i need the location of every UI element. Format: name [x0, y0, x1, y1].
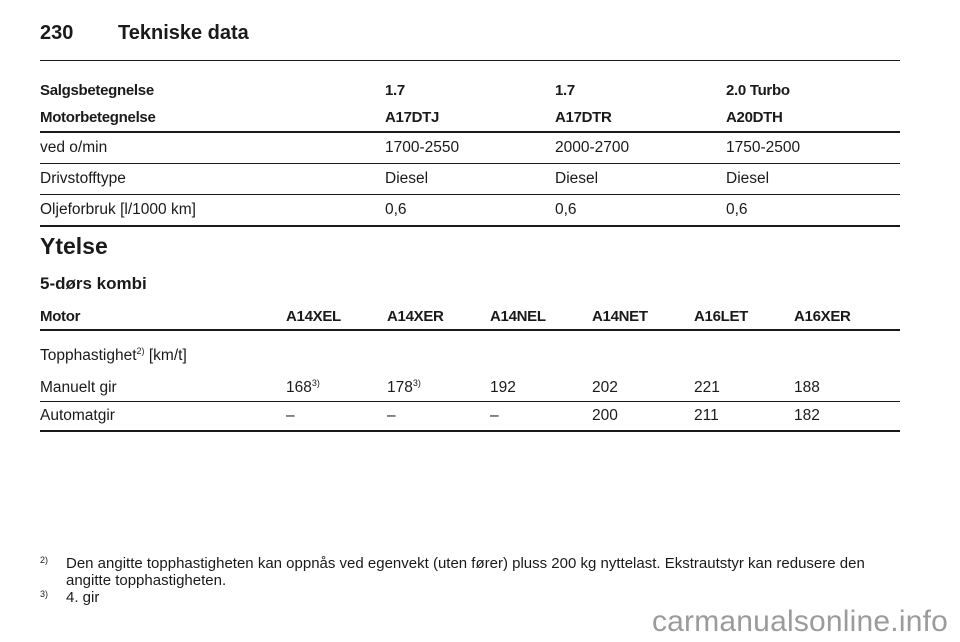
engine-spec-table: Salgsbetegnelse 1.7 1.7 2.0 Turbo Motorb… — [40, 77, 900, 227]
page-title: Tekniske data — [118, 22, 249, 44]
header-cell: 1.7 — [555, 81, 575, 99]
table-row: Manuelt gir 1683) 1783) 192 202 221 188 — [40, 367, 900, 402]
table-header-row: Salgsbetegnelse 1.7 1.7 2.0 Turbo — [40, 77, 900, 103]
table-cell: 211 — [694, 401, 794, 432]
table-cell: Diesel — [726, 163, 900, 195]
table-cell: 1683) — [286, 367, 387, 402]
table-cell: ved o/min — [40, 132, 385, 164]
table-row: Oljeforbruk [l/1000 km] 0,6 0,6 0,6 — [40, 194, 900, 227]
row-label: Topphastighet2) [km/t] — [40, 330, 900, 367]
header-cell: 2.0 Turbo — [726, 81, 790, 99]
table-row: Automatgir – – – 200 211 182 — [40, 401, 900, 432]
performance-table: Motor A14XEL A14XER A14NEL A14NET A16LET… — [40, 303, 900, 432]
header-cell: 1.7 — [385, 81, 405, 99]
table-cell: – — [286, 401, 387, 432]
table-cell: 1700-2550 — [385, 132, 555, 164]
top-speed-unit: [km/t] — [148, 347, 187, 364]
page-number: 230 — [40, 22, 74, 44]
footnote: 3) 4. gir — [40, 589, 900, 606]
table-cell: – — [387, 401, 490, 432]
table-row: Topphastighet2) [km/t] — [40, 330, 900, 367]
header-cell: A14XEL — [286, 303, 387, 331]
header-cell: A20DTH — [726, 103, 900, 133]
header-cell: A16XER — [794, 303, 900, 331]
cell-value: 168 — [286, 379, 312, 396]
table-cell: 2000-2700 — [555, 132, 726, 164]
section-title: Ytelse — [40, 233, 108, 259]
footnote: 2) Den angitte topphastigheten kan oppnå… — [40, 555, 900, 589]
footnote-mark: 2) — [40, 555, 49, 565]
footnote-ref: 2) — [136, 346, 145, 356]
header-cell: A17DTR — [555, 103, 726, 133]
table-cell: 182 — [794, 401, 900, 432]
table-cell: 200 — [592, 401, 694, 432]
table-cell: 202 — [592, 379, 618, 396]
table-cell: 0,6 — [726, 194, 900, 227]
table-cell: 1783) — [387, 367, 490, 402]
header-cell: A14NEL — [490, 303, 592, 331]
footnote-ref: 3) — [311, 378, 320, 388]
table-cell: 0,6 — [555, 194, 726, 227]
footnote-text: 4. gir — [66, 589, 100, 606]
top-speed-label: Topphastighet — [40, 347, 137, 364]
table-cell: – — [490, 401, 592, 432]
header-cell: Salgsbetegnelse — [40, 81, 154, 99]
cell-value: 178 — [387, 379, 413, 396]
table-header-row: Motor A14XEL A14XER A14NEL A14NET A16LET… — [40, 303, 900, 331]
table-cell: 0,6 — [385, 194, 555, 227]
table-cell: Oljeforbruk [l/1000 km] — [40, 194, 385, 227]
header-cell: A16LET — [694, 303, 794, 331]
table-row: Drivstofftype Diesel Diesel Diesel — [40, 163, 900, 195]
footnotes: 2) Den angitte topphastigheten kan oppnå… — [40, 555, 900, 606]
table-cell: 192 — [490, 379, 516, 396]
footnote-ref: 3) — [412, 378, 421, 388]
table-cell: 188 — [794, 379, 820, 396]
row-label: Automatgir — [40, 401, 286, 432]
table-cell: 221 — [694, 379, 720, 396]
section-subtitle: 5-dørs kombi — [40, 274, 147, 293]
table-cell: 1750-2500 — [726, 132, 900, 164]
page-header: 230 Tekniske data — [40, 18, 900, 61]
watermark: carmanualsonline.info — [651, 605, 948, 638]
header-cell: Motor — [40, 303, 286, 331]
header-cell: A14NET — [592, 303, 694, 331]
header-cell: A17DTJ — [385, 103, 555, 133]
row-label: Manuelt gir — [40, 379, 117, 396]
header-cell: Motorbetegnelse — [40, 103, 385, 133]
table-cell: Drivstofftype — [40, 163, 385, 195]
header-cell: A14XER — [387, 303, 490, 331]
table-cell: Diesel — [385, 163, 555, 195]
table-header-row: Motorbetegnelse A17DTJ A17DTR A20DTH — [40, 103, 900, 133]
table-row: ved o/min 1700-2550 2000-2700 1750-2500 — [40, 132, 900, 164]
footnote-mark: 3) — [40, 589, 49, 599]
footnote-text: Den angitte topphastigheten kan oppnås v… — [66, 555, 865, 589]
table-cell: Diesel — [555, 163, 726, 195]
